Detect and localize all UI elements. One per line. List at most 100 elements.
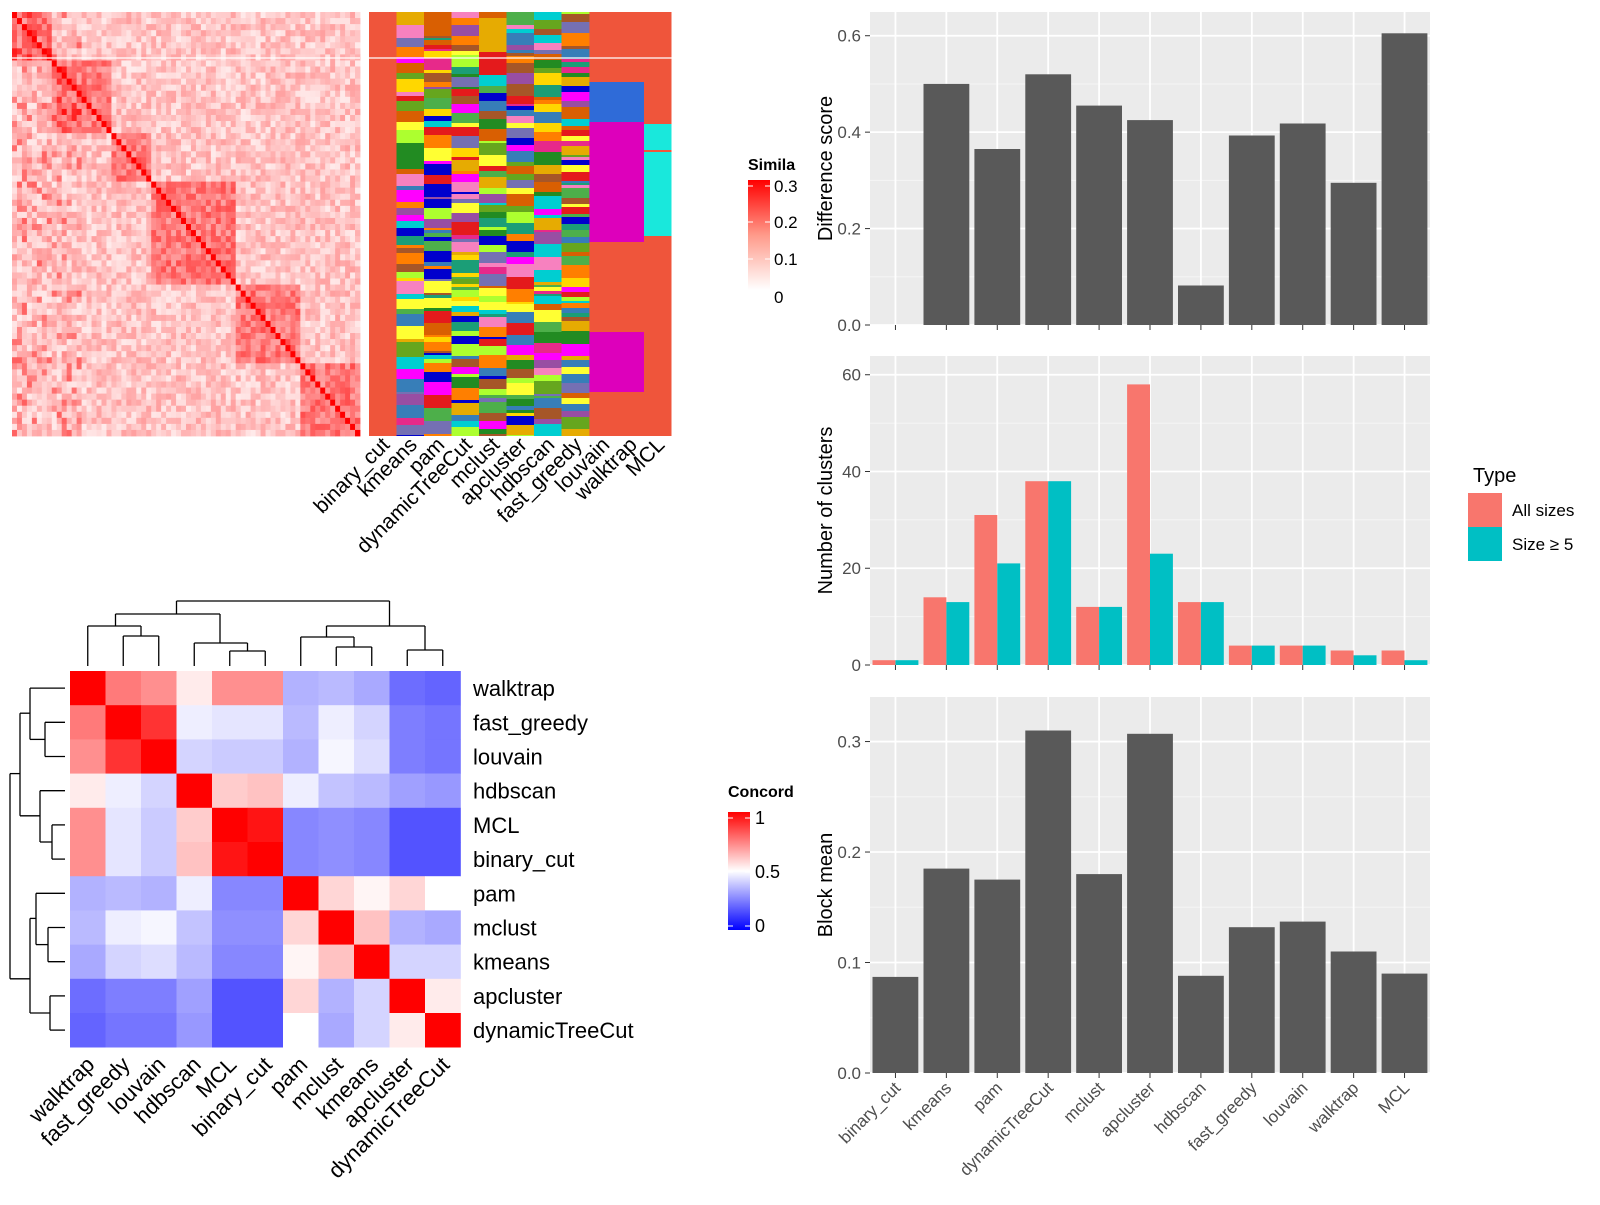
- concordance-cell: [283, 808, 319, 843]
- bar: [1382, 33, 1428, 325]
- concordance-cell: [425, 1013, 461, 1048]
- concordance-cell: [390, 945, 426, 980]
- concordance-row-label: walktrap: [472, 676, 555, 701]
- bar: [1280, 124, 1326, 326]
- concordance-cell: [425, 876, 461, 911]
- concordance-cell: [319, 739, 355, 774]
- concordance-cell: [354, 945, 390, 980]
- concordance-cell: [141, 979, 177, 1014]
- bar: [974, 149, 1020, 325]
- concordance-colorbar: [728, 812, 750, 930]
- bar: [1178, 976, 1224, 1073]
- concordance-cell: [212, 979, 248, 1014]
- x-tick-label: walktrap: [1304, 1078, 1363, 1137]
- concordance-cell: [141, 739, 177, 774]
- concordance-cell: [141, 705, 177, 740]
- bar: [1076, 874, 1122, 1073]
- concordance-cell: [106, 671, 142, 706]
- concordance-cell: [106, 945, 142, 980]
- y-tick-label: 40: [842, 462, 861, 481]
- concordance-cell: [141, 876, 177, 911]
- bar: [974, 880, 1020, 1073]
- concordance-cell: [425, 774, 461, 809]
- concordance-cell: [319, 774, 355, 809]
- concordance-cell: [283, 876, 319, 911]
- bar: [1229, 646, 1252, 665]
- bar: [1178, 602, 1201, 665]
- concordance-cell: [425, 671, 461, 706]
- concordance-legend-tick: 0: [755, 916, 765, 936]
- concordance-cell: [212, 1013, 248, 1048]
- concordance-cell: [177, 774, 213, 809]
- bar: [1201, 602, 1224, 665]
- concordance-cell: [70, 910, 106, 945]
- concordance-cell: [354, 739, 390, 774]
- concordance-cell: [319, 808, 355, 843]
- concordance-legend: Concord 10.50: [728, 784, 794, 936]
- concordance-cell: [390, 705, 426, 740]
- concordance-cell: [390, 842, 426, 877]
- concordance-row-label: apcluster: [473, 984, 562, 1009]
- concordance-heatmap: [70, 671, 461, 1048]
- x-tick-label: binary_cut: [835, 1078, 904, 1147]
- concordance-cell: [354, 808, 390, 843]
- similarity-legend: Simila 0.30.20.10: [748, 157, 798, 307]
- concordance-cell: [248, 739, 284, 774]
- concordance-cell: [141, 945, 177, 980]
- y-axis-label: Difference score: [815, 96, 837, 241]
- bar: [1025, 731, 1071, 1074]
- concordance-cell: [390, 808, 426, 843]
- concordance-legend-tick: 1: [755, 808, 765, 828]
- similarity-colorbar: [748, 180, 770, 290]
- concordance-cell: [212, 842, 248, 877]
- concordance-column-labels: walktrapfast_greedylouvainhdbscanMCLbina…: [23, 1052, 454, 1183]
- bar: [1280, 922, 1326, 1073]
- y-tick-label: 0.0: [837, 316, 861, 335]
- bar: [873, 660, 896, 665]
- bar: [924, 869, 970, 1073]
- bar: [1382, 651, 1405, 666]
- y-tick-label: 0: [852, 656, 861, 675]
- concordance-cell: [390, 910, 426, 945]
- y-tick-label: 20: [842, 559, 861, 578]
- concordance-cell: [319, 945, 355, 980]
- concordance-cell: [141, 808, 177, 843]
- concordance-cell: [177, 808, 213, 843]
- concordance-cell: [141, 842, 177, 877]
- concordance-cell: [319, 671, 355, 706]
- concordance-cell: [70, 842, 106, 877]
- concordance-cell: [70, 945, 106, 980]
- legend-label: Size ≥ 5: [1512, 535, 1573, 554]
- concordance-cell: [212, 808, 248, 843]
- similarity-legend-tick: 0.2: [774, 213, 798, 232]
- concordance-row-label: dynamicTreeCut: [473, 1018, 634, 1043]
- concordance-cell: [177, 945, 213, 980]
- concordance-cell: [177, 705, 213, 740]
- concordance-cell: [177, 979, 213, 1014]
- concordance-cell: [319, 705, 355, 740]
- bar: [1076, 106, 1122, 325]
- concordance-cell: [106, 808, 142, 843]
- bar: [1025, 481, 1048, 665]
- concordance-cell: [70, 774, 106, 809]
- x-tick-label: pam: [969, 1078, 1006, 1115]
- concordance-cell: [425, 945, 461, 980]
- x-tick-label: mclust: [1060, 1078, 1108, 1126]
- x-tick-label: apcluster: [1097, 1078, 1159, 1140]
- y-tick-label: 0.2: [837, 220, 861, 239]
- x-tick-label: louvain: [1260, 1078, 1312, 1130]
- concordance-cell: [177, 739, 213, 774]
- y-axis-label: Block mean: [815, 833, 837, 938]
- concordance-cell: [425, 739, 461, 774]
- concordance-cell: [354, 1013, 390, 1048]
- bar: [1048, 481, 1071, 665]
- cluster-column-labels: binary_cutkmeanspamdynamicTreeCutmclusta…: [310, 433, 670, 558]
- concordance-cell: [106, 842, 142, 877]
- bar: [1127, 734, 1173, 1073]
- concordance-cell: [248, 945, 284, 980]
- concordance-legend-title: Concord: [728, 784, 794, 801]
- concordance-cell: [283, 945, 319, 980]
- concordance-cell: [70, 808, 106, 843]
